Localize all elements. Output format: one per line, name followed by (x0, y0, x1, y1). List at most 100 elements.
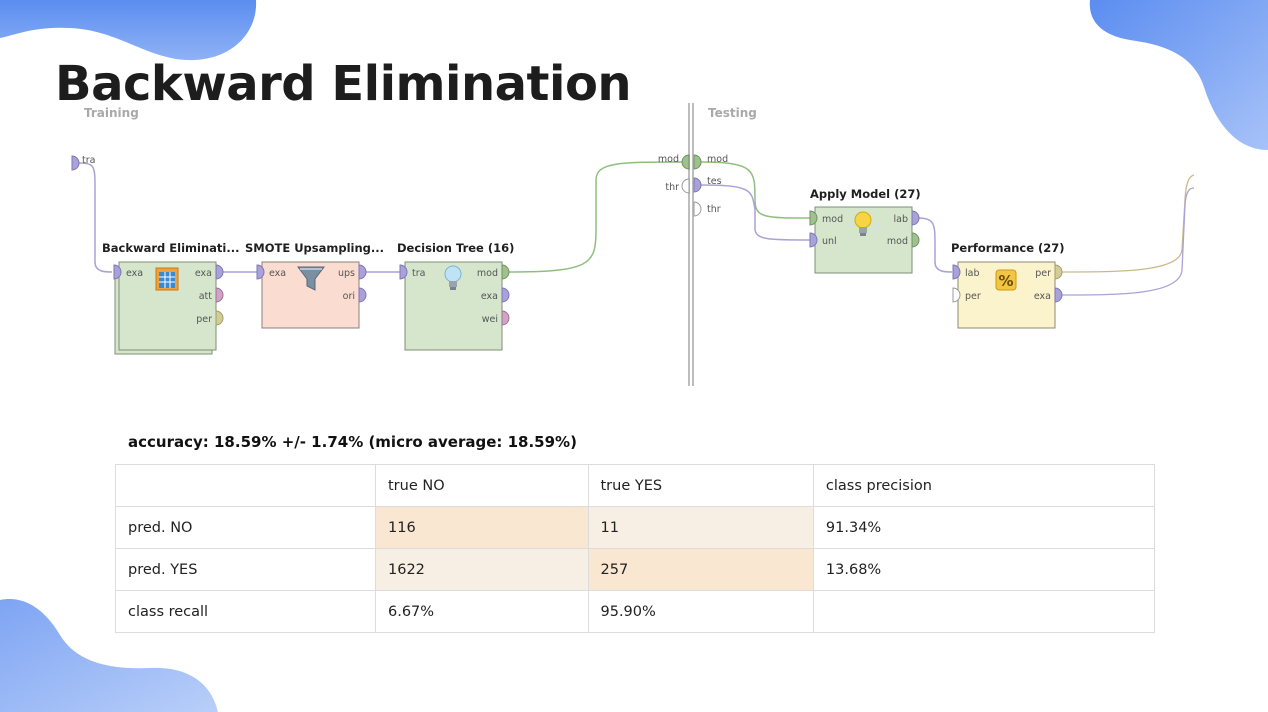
process-canvas: tra Backward Eliminati... exa exa att pe… (71, 103, 1195, 386)
header-cell: class precision (812, 464, 1156, 507)
operator-apply-model[interactable]: Apply Model (27) mod unl lab mod (809, 187, 921, 274)
output-port[interactable] (501, 310, 510, 326)
input-port[interactable] (809, 210, 818, 226)
table-row: class recall 6.67% 95.90% (115, 590, 1156, 633)
port-label: wei (482, 314, 498, 325)
port-label: mod (477, 268, 498, 279)
operator-title: SMOTE Upsampling... (245, 241, 384, 255)
port-label: exa (481, 291, 498, 302)
port-label: mod (707, 154, 728, 165)
funnel-icon (297, 266, 325, 291)
lightbulb-icon (854, 211, 872, 236)
operator-smote-upsampling[interactable]: SMOTE Upsampling... exa ups ori (245, 241, 384, 329)
lightbulb-icon (444, 265, 462, 290)
testing-section-label: Testing (708, 106, 757, 120)
table-cell: 91.34% (812, 506, 1156, 549)
port-label: per (1035, 268, 1051, 279)
table-cell: 257 (587, 548, 814, 591)
input-port[interactable] (113, 264, 122, 280)
operator-title: Performance (27) (951, 241, 1065, 255)
table-header-row: true NO true YES class precision (115, 464, 1156, 507)
table-cell: 11 (587, 506, 814, 549)
port-label: tra (412, 268, 425, 279)
output-port[interactable] (1054, 287, 1063, 303)
operator-title: Decision Tree (16) (397, 241, 514, 255)
wire (917, 217, 953, 273)
port-label: lab (894, 214, 909, 225)
port-label: ori (343, 291, 355, 302)
port-label: ups (338, 268, 355, 279)
divider-port[interactable] (681, 154, 690, 170)
port-label: per (965, 291, 981, 302)
process-input-port-label: tra (82, 155, 95, 166)
output-port[interactable] (911, 232, 920, 248)
input-port[interactable] (256, 264, 265, 280)
table-row: pred. YES 1622 257 13.68% (115, 548, 1156, 591)
output-port[interactable] (215, 287, 224, 303)
row-label: pred. YES (115, 548, 376, 591)
table-row: pred. NO 116 11 91.34% (115, 506, 1156, 549)
wire (699, 161, 811, 219)
input-port[interactable] (399, 264, 408, 280)
output-port[interactable] (358, 287, 367, 303)
port-label: thr (707, 204, 721, 215)
header-cell: true YES (587, 464, 814, 507)
output-port[interactable] (215, 310, 224, 326)
header-cell: true NO (375, 464, 589, 507)
output-port[interactable] (501, 264, 510, 280)
table-cell: 95.90% (587, 590, 814, 633)
port-label: exa (1034, 291, 1051, 302)
table-cell: 6.67% (375, 590, 589, 633)
accuracy-text: accuracy: 18.59% +/- 1.74% (micro averag… (128, 433, 577, 451)
wire (699, 184, 811, 241)
operator-performance[interactable]: Performance (27) % lab per per exa (951, 241, 1065, 329)
port-label: mod (822, 214, 843, 225)
wire (1059, 187, 1195, 296)
port-label: exa (195, 268, 212, 279)
input-port[interactable] (952, 287, 961, 303)
port-label: mod (658, 154, 679, 165)
top-right-blob (1089, 0, 1268, 150)
port-label: exa (269, 268, 286, 279)
divider-port[interactable] (693, 201, 702, 217)
input-port[interactable] (809, 232, 818, 248)
port-label: mod (887, 236, 908, 247)
table-cell (812, 590, 1156, 633)
input-port[interactable] (952, 264, 961, 280)
table-icon (155, 267, 179, 291)
top-left-blob (0, 0, 257, 61)
divider-ports: mod thr mod tes thr (658, 154, 728, 217)
table-cell: 116 (375, 506, 589, 549)
training-section-label: Training (84, 106, 139, 120)
port-label: thr (665, 182, 679, 193)
divider-port[interactable] (693, 154, 702, 170)
output-port[interactable] (1054, 264, 1063, 280)
port-label: att (199, 291, 213, 302)
divider-port[interactable] (681, 178, 690, 194)
port-label: per (196, 314, 212, 325)
output-port[interactable] (358, 264, 367, 280)
bottom-left-blob (0, 599, 218, 712)
row-label: class recall (115, 590, 376, 633)
port-label: lab (965, 268, 980, 279)
output-port[interactable] (215, 264, 224, 280)
confusion-matrix: true NO true YES class precision pred. N… (115, 464, 1156, 633)
header-cell (115, 464, 376, 507)
port-label: unl (822, 236, 837, 247)
process-input-port[interactable] (71, 155, 80, 171)
output-port[interactable] (911, 210, 920, 226)
operator-decision-tree[interactable]: Decision Tree (16) tra mod exa wei (397, 241, 514, 351)
divider-port[interactable] (693, 177, 702, 193)
port-label: exa (126, 268, 143, 279)
table-cell: 13.68% (812, 548, 1156, 591)
wire (505, 161, 685, 273)
operator-backward-elimination[interactable]: Backward Eliminati... exa exa att per (102, 241, 239, 355)
row-label: pred. NO (115, 506, 376, 549)
percent-icon: % (995, 269, 1017, 291)
operator-title: Backward Eliminati... (102, 241, 239, 255)
operator-title: Apply Model (27) (810, 187, 921, 201)
wire (76, 162, 113, 273)
output-port[interactable] (501, 287, 510, 303)
table-cell: 1622 (375, 548, 589, 591)
port-label: tes (707, 176, 722, 187)
